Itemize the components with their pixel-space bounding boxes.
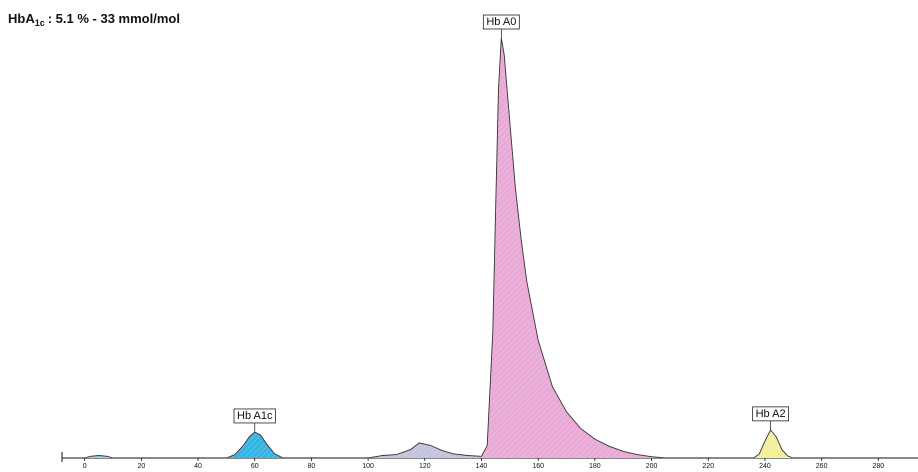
peak-trace (226, 431, 284, 459)
x-tick-label: 20 (137, 463, 145, 470)
label-box (233, 408, 276, 424)
x-tick-label: 240 (759, 463, 771, 470)
x-tick-label: 100 (362, 463, 374, 470)
x-tick-label: 160 (532, 463, 544, 470)
peak-trace (368, 442, 482, 459)
x-tick-label: 180 (589, 463, 601, 470)
x-tick-label: 260 (816, 463, 828, 470)
label-box (752, 406, 789, 422)
x-tick-label: 0 (83, 463, 87, 470)
x-tick-label: 280 (872, 463, 884, 470)
peak-hatch (226, 432, 284, 458)
peak-label: Hb A0 (486, 16, 516, 28)
label-box (482, 14, 520, 30)
x-tick-label: 140 (476, 463, 488, 470)
peak-hatch (481, 38, 666, 458)
peak-trace (481, 37, 666, 459)
title-subscript: 1c (35, 18, 45, 28)
x-tick-label: 60 (251, 463, 259, 470)
title-main: HbA (8, 11, 35, 26)
peak-trace (753, 429, 794, 459)
title-suffix: : 5.1 % - 33 mmol/mol (48, 11, 180, 26)
x-tick-label: 220 (702, 463, 714, 470)
peak-hatch (753, 429, 794, 458)
x-tick-label: 120 (419, 463, 431, 470)
peak-hatch (84, 455, 113, 458)
peak-label: Hb A1c (237, 410, 273, 422)
chart-title: HbA1c: 5.1 % - 33 mmol/mol (8, 11, 180, 28)
peak-label: Hb A2 (756, 408, 786, 420)
x-tick-label: 200 (646, 463, 658, 470)
peak-trace (84, 455, 114, 459)
x-tick-label: 40 (194, 463, 202, 470)
x-tick-label: 80 (308, 463, 316, 470)
